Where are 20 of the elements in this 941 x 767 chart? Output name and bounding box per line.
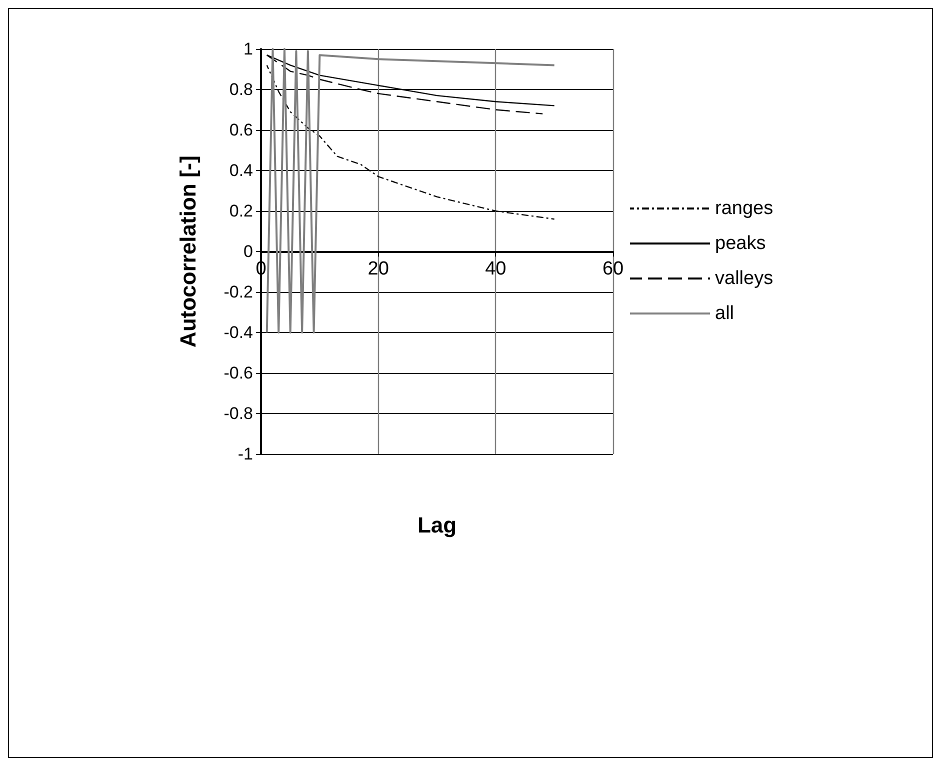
y-axis-title: Autocorrelation [-] xyxy=(176,156,200,348)
x-axis-title: Lag xyxy=(417,512,457,538)
y-tick-label: -1 xyxy=(238,444,253,464)
legend-label: all xyxy=(715,303,734,324)
legend-label: valleys xyxy=(715,268,774,289)
legend-label: peaks xyxy=(715,233,766,254)
x-tick-label: 40 xyxy=(485,258,506,280)
x-tick-label: 60 xyxy=(602,258,624,280)
y-tick-label: 0 xyxy=(244,242,253,261)
y-tick-label: 0.2 xyxy=(229,202,253,220)
y-tick-label: -0.6 xyxy=(224,364,253,382)
y-tick-label: 0.4 xyxy=(229,161,253,180)
y-tick-label: -0.8 xyxy=(224,404,253,423)
legend-label: ranges xyxy=(715,198,774,219)
y-tick-label: -0.4 xyxy=(224,323,253,342)
y-tick-label: 0.8 xyxy=(229,80,253,99)
y-tick-label: 1 xyxy=(244,40,253,58)
x-tick-label: 20 xyxy=(368,258,389,280)
y-tick-label: -0.2 xyxy=(224,282,253,302)
y-tick-label: 0.6 xyxy=(229,120,253,140)
